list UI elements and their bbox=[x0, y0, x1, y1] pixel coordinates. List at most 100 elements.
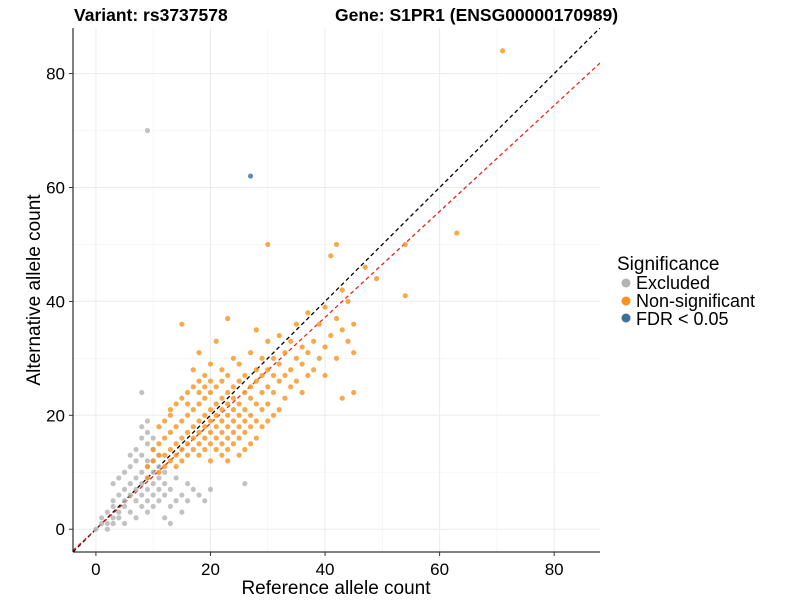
point-non-significant bbox=[500, 48, 506, 54]
y-tick-label: 40 bbox=[46, 292, 65, 311]
point-non-significant bbox=[207, 429, 214, 435]
point-non-significant bbox=[190, 424, 196, 430]
point-non-significant bbox=[333, 315, 340, 322]
point-non-significant bbox=[230, 395, 236, 401]
point-non-significant bbox=[454, 230, 460, 236]
point-excluded bbox=[167, 520, 173, 527]
point-excluded bbox=[121, 520, 128, 527]
point-excluded bbox=[127, 452, 133, 458]
point-non-significant bbox=[190, 446, 196, 453]
point-non-significant bbox=[247, 395, 254, 401]
point-non-significant bbox=[167, 412, 173, 418]
legend-swatch-fdr bbox=[621, 313, 631, 323]
point-non-significant bbox=[179, 435, 185, 441]
point-non-significant bbox=[253, 367, 259, 373]
legend: Significance Excluded Non-significant FD… bbox=[617, 254, 755, 329]
point-non-significant bbox=[213, 424, 219, 430]
point-excluded bbox=[144, 458, 151, 464]
point-excluded bbox=[150, 492, 156, 498]
point-non-significant bbox=[402, 293, 408, 299]
chart-title-variant: Variant: rs3737578 bbox=[74, 5, 228, 25]
point-non-significant bbox=[351, 321, 357, 327]
point-excluded bbox=[162, 492, 168, 498]
point-non-significant bbox=[270, 355, 277, 361]
point-excluded bbox=[127, 509, 133, 515]
point-non-significant bbox=[247, 441, 254, 447]
axis-ticks: 0 20 40 60 80 0 20 40 60 80 bbox=[46, 65, 564, 579]
point-excluded bbox=[144, 127, 151, 134]
point-non-significant bbox=[236, 361, 242, 367]
point-excluded bbox=[162, 481, 168, 487]
point-non-significant bbox=[282, 350, 288, 356]
point-excluded bbox=[190, 486, 196, 492]
point-excluded bbox=[133, 446, 139, 453]
point-excluded bbox=[121, 469, 128, 475]
reference-line-identity bbox=[73, 28, 600, 552]
point-excluded bbox=[110, 503, 116, 510]
point-non-significant bbox=[402, 241, 408, 248]
point-excluded bbox=[144, 486, 151, 492]
point-excluded bbox=[121, 503, 128, 510]
point-excluded bbox=[156, 486, 162, 492]
point-non-significant bbox=[207, 458, 214, 464]
point-non-significant bbox=[202, 446, 208, 453]
point-non-significant bbox=[230, 441, 236, 447]
point-non-significant bbox=[156, 452, 162, 458]
point-non-significant bbox=[196, 401, 202, 407]
point-non-significant bbox=[173, 452, 179, 458]
point-non-significant bbox=[207, 378, 214, 384]
point-non-significant bbox=[230, 429, 236, 435]
point-non-significant bbox=[225, 389, 231, 396]
point-excluded bbox=[162, 469, 168, 475]
point-non-significant bbox=[207, 441, 214, 447]
point-non-significant bbox=[316, 321, 322, 327]
point-non-significant bbox=[322, 304, 328, 310]
point-excluded bbox=[144, 429, 151, 435]
point-non-significant bbox=[230, 384, 236, 390]
y-tick-label: 80 bbox=[46, 65, 65, 84]
point-non-significant bbox=[247, 412, 254, 418]
point-excluded bbox=[110, 481, 116, 487]
point-non-significant bbox=[150, 446, 156, 453]
point-non-significant bbox=[173, 463, 179, 470]
point-non-significant bbox=[225, 435, 231, 441]
point-non-significant bbox=[202, 384, 208, 390]
point-non-significant bbox=[328, 253, 334, 259]
legend-label-fdr: FDR < 0.05 bbox=[636, 309, 729, 329]
point-excluded bbox=[127, 463, 133, 470]
point-non-significant bbox=[293, 355, 300, 361]
point-excluded bbox=[116, 509, 122, 515]
point-excluded bbox=[110, 498, 116, 504]
point-non-significant bbox=[339, 327, 345, 333]
point-non-significant bbox=[322, 372, 328, 379]
point-non-significant bbox=[144, 463, 151, 470]
point-excluded bbox=[167, 486, 173, 492]
point-non-significant bbox=[259, 389, 265, 396]
point-excluded bbox=[116, 492, 122, 498]
point-non-significant bbox=[339, 287, 345, 293]
point-non-significant bbox=[242, 418, 248, 424]
point-excluded bbox=[104, 526, 110, 532]
point-non-significant bbox=[242, 446, 248, 453]
point-non-significant bbox=[230, 407, 236, 413]
point-non-significant bbox=[219, 395, 225, 401]
point-non-significant bbox=[247, 424, 254, 430]
point-non-significant bbox=[179, 458, 185, 464]
point-non-significant bbox=[225, 424, 231, 430]
point-non-significant bbox=[282, 395, 288, 401]
point-excluded bbox=[139, 492, 145, 498]
point-excluded bbox=[133, 475, 139, 481]
point-non-significant bbox=[144, 475, 151, 481]
point-non-significant bbox=[207, 389, 214, 396]
x-tick-label: 60 bbox=[430, 560, 449, 579]
point-non-significant bbox=[202, 395, 208, 401]
point-non-significant bbox=[282, 372, 288, 379]
point-non-significant bbox=[305, 350, 311, 356]
point-excluded bbox=[196, 492, 202, 498]
point-non-significant bbox=[316, 355, 322, 361]
point-non-significant bbox=[179, 418, 185, 424]
x-tick-label: 0 bbox=[91, 560, 100, 579]
point-excluded bbox=[104, 520, 110, 527]
point-non-significant bbox=[196, 429, 202, 435]
legend-swatch-non-significant bbox=[621, 296, 631, 306]
